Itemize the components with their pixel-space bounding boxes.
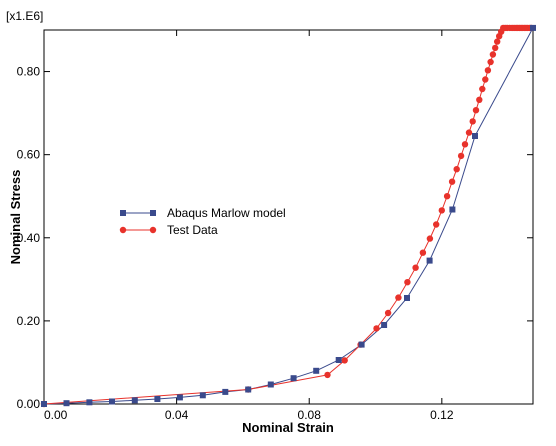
x-tick-label: 0.12: [430, 408, 454, 422]
data-point-test: [341, 357, 348, 364]
legend-marker-marlow: [120, 210, 126, 216]
legend-marker-marlow-2: [150, 210, 156, 216]
data-point-test: [373, 325, 380, 332]
legend-marker-test-2: [149, 226, 157, 234]
scale-factor-label: [x1.E6]: [6, 9, 43, 23]
data-point-marlow: [131, 397, 138, 404]
data-point-test: [479, 85, 486, 93]
series-layer: [40, 24, 536, 408]
x-tick-label: 0.00: [44, 408, 68, 422]
data-point-test: [419, 249, 427, 256]
y-axis-ticks: 0.00 0.20 0.40 0.60 0.80: [17, 65, 533, 411]
data-point-marlow: [530, 24, 536, 31]
data-point-test: [484, 67, 492, 74]
data-point-test: [438, 207, 445, 214]
x-axis-title: Nominal Strain: [242, 420, 334, 435]
data-point-test: [412, 264, 419, 271]
data-point-marlow: [290, 375, 297, 382]
data-point-marlow: [449, 206, 456, 213]
series-line-0: [43, 27, 534, 405]
data-point-test: [324, 371, 331, 379]
data-point-test: [457, 152, 465, 160]
y-tick-label: 0.80: [17, 65, 41, 79]
data-point-marlow: [109, 398, 115, 405]
x-tick-label: 0.04: [165, 408, 189, 422]
legend-label-test: Test Data: [167, 223, 218, 237]
data-point-marlow: [86, 399, 93, 406]
data-point-test: [433, 221, 440, 228]
series-line-1: [43, 27, 532, 405]
x-tick-label: 0.08: [298, 408, 322, 422]
data-point-marlow: [41, 401, 47, 407]
data-point-test: [426, 235, 434, 242]
data-point-test: [487, 58, 494, 66]
y-tick-label: 0.00: [17, 397, 41, 411]
y-axis-title: Nominal Stress: [8, 170, 23, 265]
data-point-test: [494, 38, 501, 45]
data-point-marlow: [404, 295, 410, 301]
data-point-test: [395, 294, 402, 301]
data-point-test: [489, 51, 497, 58]
y-tick-label: 0.40: [17, 231, 41, 245]
data-point-test: [384, 309, 392, 317]
data-point-marlow: [176, 394, 183, 401]
data-point-marlow: [267, 381, 274, 388]
y-tick-label: 0.60: [17, 148, 41, 162]
data-point-test: [492, 44, 499, 52]
legend-marker-test: [119, 226, 127, 234]
data-point-marlow: [381, 322, 388, 328]
data-point-test: [472, 107, 480, 114]
data-point-test: [465, 129, 473, 136]
data-point-marlow: [63, 400, 70, 407]
legend-label-marlow: Abaqus Marlow model: [167, 206, 286, 220]
data-point-test: [404, 279, 411, 286]
data-point-test: [482, 76, 489, 83]
data-point-test: [443, 193, 451, 200]
data-point-marlow: [472, 133, 478, 139]
data-point-marlow: [426, 257, 433, 264]
data-point-test: [461, 141, 469, 148]
plot-frame: [43, 29, 534, 405]
data-point-marlow: [199, 392, 206, 399]
legend: Abaqus Marlow model Test Data: [119, 206, 286, 237]
data-point-marlow: [313, 367, 320, 374]
x-axis-ticks: 0.00 0.04 0.08 0.12: [43, 30, 454, 422]
y-tick-label: 0.20: [17, 314, 41, 328]
data-point-test: [469, 118, 476, 125]
data-point-test: [448, 178, 456, 185]
data-point-marlow: [335, 357, 342, 363]
data-point-test: [453, 166, 460, 173]
data-point-test: [476, 96, 483, 104]
data-point-marlow: [154, 396, 161, 402]
data-point-marlow: [222, 388, 229, 395]
data-point-marlow: [358, 341, 365, 348]
data-point-marlow: [245, 386, 252, 393]
